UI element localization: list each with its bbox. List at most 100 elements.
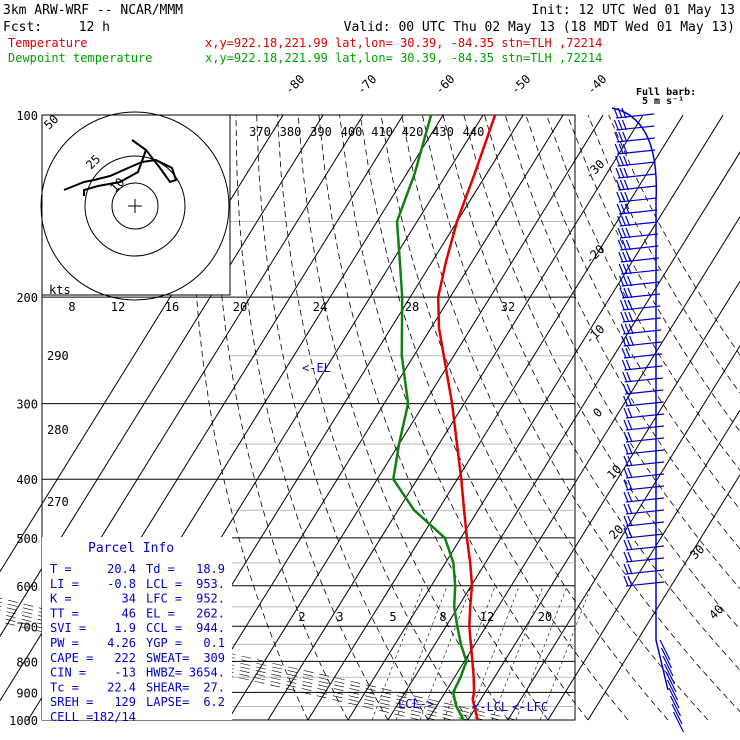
pressure-tick-label: 200	[16, 291, 38, 305]
dewpoint-profile	[392, 114, 468, 721]
theta-label: 270	[47, 495, 69, 509]
parcel-field: YGP =	[146, 636, 182, 650]
parcel-field: SWEAT=	[146, 651, 189, 665]
wind-barb-flag	[620, 191, 626, 203]
isotherm	[547, 409, 740, 721]
wind-barb-flag	[615, 167, 621, 179]
mixing-ratio-label: 2	[298, 610, 305, 624]
theta-label: 380	[280, 125, 302, 139]
wind-barb-flag	[624, 311, 630, 323]
wind-barb-flag	[626, 251, 632, 263]
theta-label: 370	[249, 125, 271, 139]
dry-adiabat	[339, 114, 589, 721]
wind-barb-flag	[615, 155, 621, 167]
wind-barb-flag	[613, 119, 619, 131]
fcst-value: 12 h	[79, 20, 110, 35]
wind-barb-flag	[621, 335, 627, 347]
moist-adiabat	[0, 613, 453, 721]
diagram-grid	[0, 114, 740, 721]
parcel-field: 222	[114, 651, 136, 665]
wind-barb-flag	[627, 491, 633, 503]
pressure-tick-label: 700	[16, 620, 38, 634]
parcel-field: K =	[50, 592, 72, 606]
wind-barb-flag	[620, 203, 626, 215]
parcel-panel-bg	[42, 537, 232, 720]
wind-barb-flag	[627, 503, 633, 515]
parcel-field: 20.4	[107, 562, 136, 576]
dry-adiabat	[463, 114, 740, 630]
wind-barb-flag	[627, 443, 633, 455]
dry-adiabat	[504, 114, 740, 550]
moist-adiabat	[0, 621, 421, 721]
dry-adiabat	[566, 114, 740, 433]
parcel-rows: T = 20.4 Td = 18.9 LI = -0.8 LCL = 953. K = 34 LFC…	[50, 562, 225, 724]
wind-barb-flag	[625, 359, 631, 371]
hodograph-box	[41, 114, 231, 296]
parcel-field: 129	[114, 695, 136, 709]
parcel-field: PW =	[50, 636, 79, 650]
parcel-field: CCL =	[146, 621, 182, 635]
wind-barb-flag	[619, 275, 625, 287]
wind-barb-flag	[628, 311, 634, 323]
dry-adiabat	[525, 114, 740, 510]
hodograph-ring	[84, 155, 186, 257]
dry-adiabat	[587, 114, 740, 394]
wind-barbs	[611, 107, 685, 733]
wind-barb-flag	[622, 371, 628, 383]
isotherm-label: 40	[706, 602, 726, 622]
parcel-field: 18.9	[196, 562, 225, 576]
wind-barb-flag	[623, 395, 629, 407]
wind-barb-flag	[623, 299, 629, 311]
isotherm	[427, 215, 740, 721]
wind-barb-flag	[623, 431, 629, 443]
dry-adiabat	[442, 114, 740, 671]
dewpoint-location: x,y=922.18,221.99 lat,lon= 30.39, -84.35…	[205, 51, 602, 65]
parcel-field: -0.8	[107, 577, 136, 591]
wind-barb-flag	[627, 527, 633, 539]
lfc-annotation: <-LFC	[512, 700, 548, 714]
wind-barb-flag	[627, 515, 633, 527]
parcel-field: EL =	[146, 606, 175, 620]
pressure-tick-label: 800	[16, 655, 38, 669]
isotherm-label: -20	[582, 242, 607, 267]
wind-barb-flag	[614, 143, 620, 155]
theta-label: 430	[432, 125, 454, 139]
pressure-tick-label: 100	[16, 109, 38, 123]
wind-barb-flag	[627, 275, 633, 287]
dry-adiabat	[546, 114, 740, 471]
wind-barb-flag	[627, 407, 633, 419]
parcel-field: Tc =	[50, 680, 79, 694]
wind-barb-flag	[623, 419, 629, 431]
wind-barb-flag	[627, 419, 633, 431]
pressure-tick-label: 900	[16, 686, 38, 700]
wind-barb-flag	[627, 539, 633, 551]
parcel-field: 0.1	[203, 636, 225, 650]
parcel-field: SHEAR=	[146, 680, 189, 694]
mixing-ratio-label: 12	[111, 300, 125, 314]
theta-label: 280	[47, 423, 69, 437]
isotherm-label: -50	[508, 72, 533, 97]
parcel-field: 6.2	[203, 695, 225, 709]
isotherm	[267, 114, 644, 721]
wind-barb	[662, 655, 674, 677]
isotherm-label: -70	[354, 72, 379, 97]
parcel-field: LAPSE=	[146, 695, 189, 709]
parcel-info-panel: Parcel Info T = 20.4 Td = 18.9 LI = -0.8 LCL =…	[42, 537, 232, 724]
wind-barb-flag	[621, 215, 627, 227]
parcel-field: TT =	[50, 606, 79, 620]
wind-barb-flag	[617, 119, 623, 131]
pressure-tick-label: 600	[16, 580, 38, 594]
wind-barb-flag	[624, 203, 630, 215]
wind-barb-flag	[625, 239, 631, 251]
wind-barb	[660, 647, 673, 669]
parcel-field: 27.	[203, 680, 225, 694]
wind-barb-flag	[619, 155, 625, 167]
wind-barb-flag	[627, 395, 633, 407]
parcel-field: 309	[203, 651, 225, 665]
parcel-field: T =	[50, 562, 72, 576]
wind-barb-flag	[620, 311, 626, 323]
theta-label: 410	[371, 125, 393, 139]
parcel-field: 3654.	[189, 666, 225, 680]
